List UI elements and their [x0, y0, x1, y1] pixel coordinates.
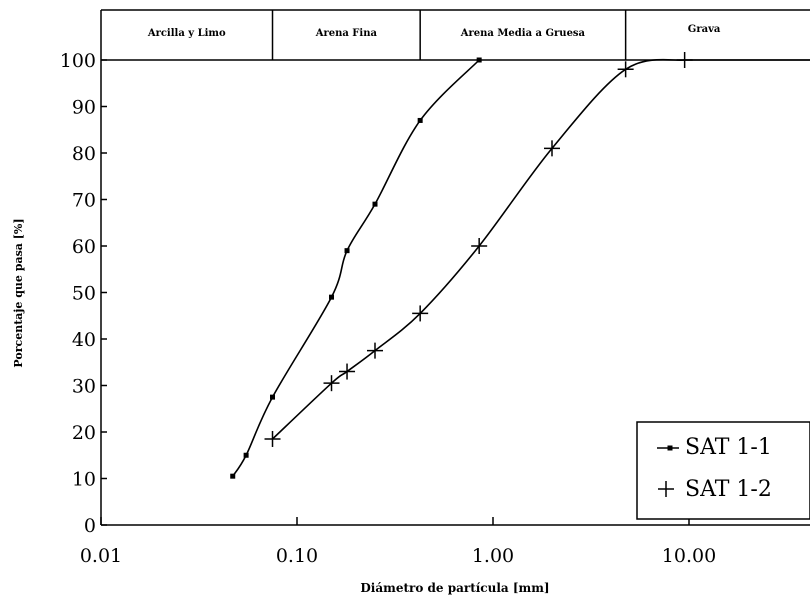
- data-point-series-2: [544, 140, 561, 157]
- soil-band-header: Arcilla y Limo Arena Fina Arena Media a Gr…: [100, 9, 810, 60]
- y-tick-label: 80: [72, 143, 96, 165]
- data-point-series-1: [372, 201, 378, 207]
- y-tick-label: 60: [72, 236, 96, 258]
- axis-ticks: 0 10 20 30 40 50 60 70 80 90 100 0.01 0.10 1.00 10.00: [60, 50, 716, 567]
- y-tick-label: 50: [72, 283, 96, 305]
- x-tick-label: 1.00: [472, 545, 514, 567]
- band-label: Grava: [688, 24, 721, 35]
- y-tick-label: 30: [72, 376, 96, 398]
- legend-box: [636, 421, 810, 520]
- x-tick-label: 0.10: [276, 545, 318, 567]
- data-point-series-1: [344, 248, 350, 254]
- data-point-series-1: [230, 473, 236, 479]
- series-layer: [230, 52, 810, 479]
- data-point-series-2: [339, 363, 356, 380]
- data-point-series-2: [471, 238, 488, 254]
- data-point-series-1: [417, 117, 423, 123]
- legend-label: SAT 1-1: [685, 435, 772, 460]
- data-point-series-2: [366, 342, 383, 359]
- x-tick-label: 0.01: [80, 545, 122, 567]
- x-axis-title: Diámetro de partícula [mm]: [360, 581, 549, 595]
- series-line-2: [271, 58, 685, 440]
- y-tick-label: 10: [72, 469, 96, 491]
- legend-label: SAT 1-2: [685, 477, 772, 502]
- legend-marker-square: [667, 445, 673, 451]
- data-point-series-2: [323, 375, 340, 392]
- x-tick-label: 10.00: [662, 545, 716, 567]
- data-point-series-2: [617, 61, 634, 78]
- band-label: Arena Media a Gruesa: [460, 28, 586, 39]
- band-label: Arena Fina: [315, 28, 378, 39]
- y-tick-label: 90: [72, 97, 96, 119]
- y-tick-label: 20: [72, 422, 96, 444]
- y-tick-label: 100: [60, 50, 96, 72]
- data-point-series-1: [243, 452, 249, 458]
- data-point-series-1: [270, 394, 276, 400]
- y-tick-label: 40: [72, 329, 96, 351]
- band-label: Arcilla y Limo: [147, 28, 226, 39]
- data-point-series-2: [412, 305, 429, 322]
- y-tick-label: 0: [84, 515, 96, 537]
- legend-marker-plus: [658, 481, 674, 497]
- y-axis-title: Porcentaje que pasa [%]: [12, 218, 25, 367]
- series-line-1: [232, 59, 480, 477]
- data-point-series-2: [264, 430, 281, 447]
- legend: SAT 1-1 SAT 1-2: [636, 421, 810, 520]
- y-tick-label: 70: [72, 190, 96, 212]
- data-point-series-1: [476, 57, 482, 63]
- data-point-series-2: [676, 52, 693, 68]
- data-point-series-1: [329, 294, 335, 300]
